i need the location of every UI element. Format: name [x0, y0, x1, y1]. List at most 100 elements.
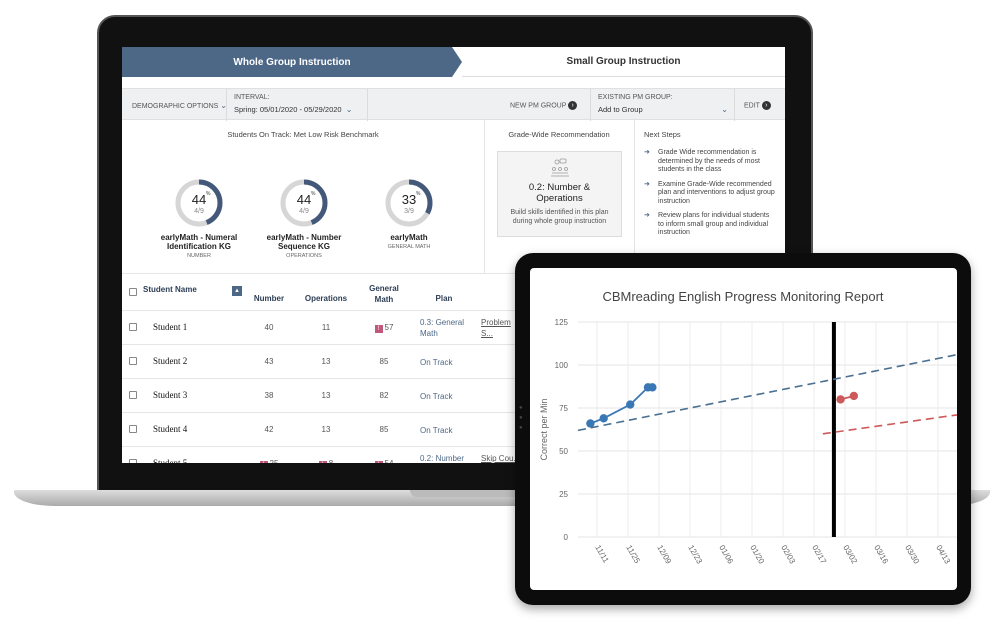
- general-math-score: !54: [362, 459, 406, 463]
- recommendation-desc: Build skills identified in this plan dur…: [510, 209, 609, 225]
- general-math-score: ! 57: [362, 323, 406, 333]
- interval-select[interactable]: Spring: 05/01/2020 - 05/29/2020 ⌄: [234, 105, 352, 114]
- intervention-link[interactable]: Skip Cou...: [481, 454, 521, 463]
- demographic-options-button[interactable]: DEMOGRAPHIC OPTIONS ⌄: [132, 101, 227, 110]
- plan-link[interactable]: On Track: [420, 426, 453, 435]
- number-score: 42: [264, 425, 274, 434]
- number-score: 43: [264, 357, 274, 366]
- recommendation-card[interactable]: 0.2: Number & Operations Build skills id…: [497, 151, 622, 237]
- table-row[interactable]: Student 1 40 11 ! 57 0.3: General Math Pr…: [122, 310, 785, 344]
- gauge-0: 44% 4/9 earlyMath - Numeral Identificatio…: [154, 177, 244, 259]
- number-score: 40: [264, 323, 274, 332]
- gauge-subject: GENERAL MATH: [387, 244, 431, 250]
- row-checkbox[interactable]: [129, 323, 137, 331]
- svg-text:%: %: [416, 191, 421, 197]
- chart-title: CBMreading English Progress Monitoring R…: [602, 289, 883, 304]
- plan-link[interactable]: On Track: [420, 392, 453, 401]
- x-tick-label: 03/02: [841, 544, 859, 566]
- row-checkbox[interactable]: [129, 459, 137, 463]
- student-name[interactable]: Student 5: [153, 458, 188, 463]
- gauge-name: earlyMath: [390, 233, 428, 242]
- operations-score: 13: [321, 357, 331, 366]
- gauge-name: earlyMath - Numeral Identification KG: [160, 233, 238, 251]
- table-row[interactable]: Student 3 38 13 82 On Track: [122, 378, 785, 412]
- next-step-item: Review plans for individual students to …: [642, 212, 777, 238]
- recommendation-title: Grade-Wide Recommendation: [508, 130, 610, 139]
- new-pm-group-button[interactable]: NEW PM GROUP ›: [510, 101, 578, 110]
- plan-link[interactable]: 0.3: General Math: [420, 318, 465, 338]
- gauge-ring: 44 % 4/9: [280, 179, 328, 227]
- plan-link[interactable]: On Track: [420, 358, 453, 367]
- next-step-item: Examine Grade-Wide recommended plan and …: [642, 181, 777, 207]
- y-tick-label: 100: [555, 361, 569, 370]
- table-row[interactable]: Student 5 !25 !8 !54 0.2: Number & Skip …: [122, 446, 785, 463]
- header-general-math[interactable]: General Math: [369, 284, 399, 304]
- x-tick-label: 04/13: [934, 544, 952, 566]
- tab-whole-group[interactable]: Whole Group Instruction: [122, 47, 462, 77]
- operations-score: 13: [321, 425, 331, 434]
- svg-text:%: %: [311, 191, 316, 197]
- row-checkbox[interactable]: [129, 357, 137, 365]
- y-tick-label: 0: [564, 533, 569, 542]
- alert-flag-icon: !: [318, 461, 327, 463]
- gauge-subject: NUMBER: [187, 253, 211, 259]
- number-score: !25: [246, 459, 292, 463]
- existing-pm-group-value: Add to Group: [598, 105, 643, 114]
- row-checkbox[interactable]: [129, 391, 137, 399]
- progress-chart: CBMreading English Progress Monitoring R…: [539, 289, 957, 566]
- series-line: [822, 414, 957, 435]
- header-operations[interactable]: Operations: [304, 294, 348, 303]
- select-all-checkbox[interactable]: [129, 288, 137, 296]
- x-tick-label: 02/17: [810, 544, 828, 566]
- tab-small-group[interactable]: Small Group Instruction: [462, 47, 785, 77]
- next-steps-title: Next Steps: [644, 130, 681, 139]
- plan-link[interactable]: 0.2: Number &: [420, 454, 465, 463]
- gauge-percent: 33: [402, 192, 416, 207]
- tablet-side-dots: ● ● ●: [519, 405, 523, 431]
- existing-pm-group-select[interactable]: Add to Group ⌄: [598, 105, 728, 114]
- gauge-ring: 33 % 3/9: [385, 179, 433, 227]
- table-row[interactable]: Student 4 42 13 85 On Track: [122, 412, 785, 446]
- sort-icon[interactable]: ▲: [232, 286, 242, 296]
- edit-button[interactable]: EDIT ›: [744, 101, 771, 110]
- next-step-item: Grade Wide recommendation is determined …: [642, 149, 777, 175]
- header-number[interactable]: Number: [253, 294, 285, 303]
- new-pm-group-label: NEW PM GROUP: [510, 102, 567, 110]
- interval-label: INTERVAL:: [234, 94, 270, 101]
- arrow-right-circle-icon: ›: [761, 101, 771, 110]
- operations-score: 11: [321, 323, 331, 332]
- edit-label: EDIT: [744, 102, 760, 110]
- data-point: [599, 414, 608, 423]
- tablet-screen: CBMreading English Progress Monitoring R…: [530, 268, 957, 590]
- row-checkbox[interactable]: [129, 425, 137, 433]
- demographic-label: DEMOGRAPHIC OPTIONS: [132, 103, 219, 110]
- gauge-1: 44% 4/9 earlyMath - Number Sequence KG OP…: [259, 177, 349, 259]
- on-track-title: Students On Track: Met Low Risk Benchmar…: [227, 130, 379, 139]
- student-name[interactable]: Student 2: [153, 356, 188, 366]
- chevron-down-icon: ⌄: [220, 101, 227, 110]
- alert-flag-icon: !: [259, 461, 268, 463]
- student-name[interactable]: Student 3: [153, 390, 188, 400]
- data-point: [648, 383, 657, 392]
- intervention-link[interactable]: Problem S... Instruction: [481, 318, 518, 341]
- operations-score: 13: [321, 391, 331, 400]
- x-tick-label: 12/23: [686, 544, 704, 566]
- data-point: [849, 391, 859, 401]
- header-plan[interactable]: Plan: [435, 294, 453, 303]
- laptop-notch: [410, 490, 590, 497]
- chevron-down-icon: ⌄: [721, 105, 728, 114]
- gauge-fraction: 4/9: [194, 208, 204, 215]
- x-tick-label: 12/09: [655, 544, 673, 566]
- student-name[interactable]: Student 4: [153, 424, 188, 434]
- header-student-name[interactable]: Student Name: [143, 285, 197, 294]
- x-tick-label: 03/16: [872, 544, 890, 566]
- alert-flag-icon: !: [374, 325, 383, 333]
- student-name[interactable]: Student 1: [153, 322, 188, 332]
- table-row[interactable]: Student 2 43 13 85 On Track: [122, 344, 785, 378]
- operations-score: !8: [298, 459, 354, 463]
- gauge-fraction: 4/9: [299, 208, 309, 215]
- data-point: [836, 395, 845, 404]
- data-point: [586, 419, 595, 428]
- data-point: [626, 400, 635, 409]
- series-line: [577, 353, 957, 432]
